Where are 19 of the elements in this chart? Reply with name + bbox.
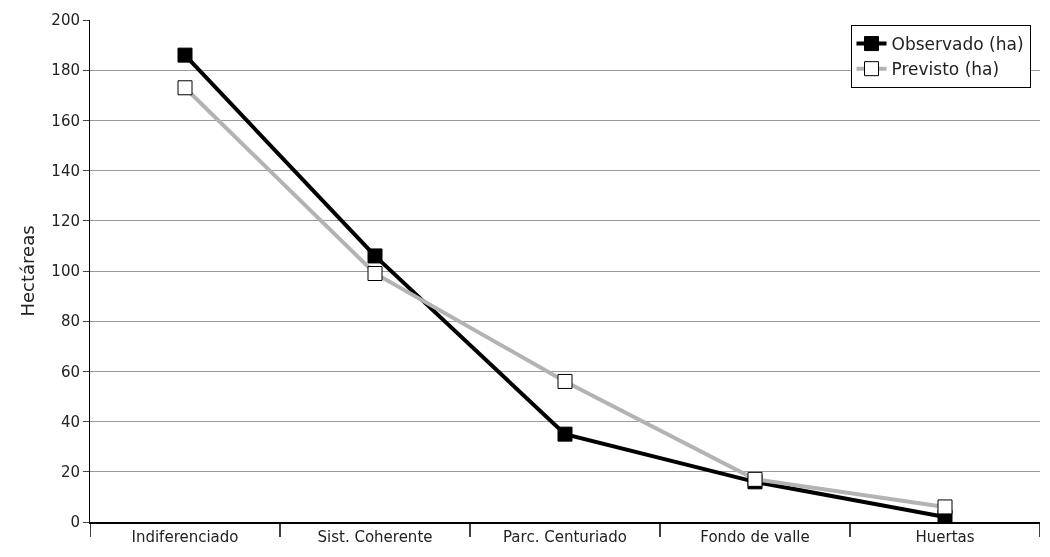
legend-label: Previsto (ha) [891,59,1000,80]
y-tick-label: 0 [70,513,80,532]
y-tick-label: 180 [51,61,80,80]
y-axis-title: Hectáreas [16,225,38,317]
legend-label: Observado (ha) [891,34,1024,55]
y-tick-label: 60 [60,362,80,381]
y-tick-label: 200 [51,11,80,30]
y-tick-label: 160 [51,111,80,130]
y-tick-label: 140 [51,161,80,180]
x-tick-label: Huertas [915,528,975,546]
x-tick-label: Sist. Coherente [317,528,433,546]
y-tick-label: 100 [51,262,80,281]
y-tick-label: 80 [60,312,80,331]
y-tick-label: 40 [60,412,80,431]
x-tick-label: Fondo de valle [700,528,810,546]
x-tick-label: Indiferenciado [131,528,239,546]
x-tick-label: Parc. Centuriado [502,528,628,546]
y-tick-label: 120 [51,212,80,231]
y-tick-label: 20 [60,463,80,482]
